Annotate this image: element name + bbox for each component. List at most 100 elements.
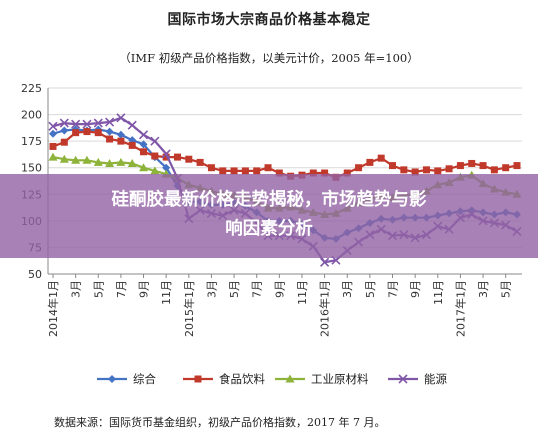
data-point: [230, 167, 238, 175]
x-tick-label: 3月: [205, 280, 218, 298]
x-tick-label: 2017年1月: [453, 280, 467, 337]
y-tick-label: 150: [21, 162, 42, 175]
data-point: [162, 153, 170, 161]
data-point: [196, 158, 204, 166]
legend-marker: [108, 375, 116, 383]
x-tick-label: 2015年1月: [182, 280, 196, 337]
legend-label: 食品饮料: [219, 372, 265, 386]
data-point: [150, 136, 160, 146]
banner-line-1: 硅酮胶最新价格走势揭秘，市场趋势与影: [111, 190, 427, 210]
data-point: [151, 152, 159, 160]
data-source-note: 数据来源：国际货币基金组织，初级产品价格指数，2017 年 7 月。: [54, 416, 386, 429]
data-point: [106, 135, 114, 143]
data-point: [173, 153, 181, 161]
data-point: [411, 168, 419, 176]
x-tick-label: 3月: [341, 280, 354, 298]
x-tick-label: 11月: [160, 280, 173, 305]
banner-line-2: 响因素分析: [225, 219, 313, 239]
data-point: [161, 149, 171, 159]
data-point: [241, 167, 249, 175]
data-point: [253, 167, 261, 175]
data-point: [321, 169, 329, 177]
y-tick-label: 225: [21, 82, 42, 95]
data-point: [60, 126, 69, 135]
legend-marker: [194, 375, 202, 383]
x-tick-label: 5月: [228, 280, 241, 298]
data-point: [275, 169, 283, 177]
x-tick-label: 11月: [432, 280, 445, 305]
data-point: [513, 162, 521, 170]
data-point: [94, 129, 102, 137]
legend-entry: 工业原材料: [275, 372, 369, 386]
data-point: [48, 121, 58, 131]
x-tick-label: 2016年1月: [318, 280, 332, 337]
chart-subtitle: （IMF 初级产品价格指数，以美元计价，2005 年=100）: [119, 51, 419, 65]
x-tick-label: 5月: [500, 280, 513, 298]
data-point: [207, 164, 215, 172]
data-point: [139, 140, 148, 149]
legend-marker: [285, 374, 295, 383]
data-point: [116, 157, 126, 166]
data-point: [59, 154, 69, 163]
data-point: [49, 142, 57, 150]
data-point: [138, 130, 149, 140]
data-point: [490, 166, 498, 174]
x-tick-label: 9月: [409, 280, 422, 298]
data-point: [502, 164, 510, 172]
legend-marker: [398, 374, 408, 384]
data-point: [71, 155, 81, 164]
data-point: [93, 157, 103, 166]
data-point: [105, 158, 115, 167]
data-point: [445, 165, 453, 173]
data-point: [400, 166, 408, 174]
legend-entry: 综合: [97, 372, 156, 386]
data-point: [139, 163, 149, 172]
legend-entry: 食品饮料: [183, 372, 265, 386]
data-point: [117, 137, 125, 145]
x-tick-label: 5月: [92, 280, 105, 298]
data-point: [48, 152, 58, 161]
data-point: [83, 128, 91, 136]
data-point: [355, 164, 363, 172]
data-point: [343, 169, 351, 177]
data-point: [82, 155, 92, 164]
x-tick-label: 2014年1月: [46, 280, 60, 337]
legend-label: 综合: [133, 372, 156, 386]
x-tick-label: 9月: [138, 280, 151, 298]
x-tick-label: 3月: [477, 280, 490, 298]
legend-entry: 能源: [388, 372, 447, 386]
data-point: [309, 169, 317, 177]
y-tick-label: 175: [21, 135, 42, 148]
data-point: [59, 118, 69, 128]
data-point: [116, 113, 126, 123]
data-point: [468, 159, 476, 167]
x-tick-label: 9月: [273, 280, 286, 298]
data-point: [456, 162, 464, 170]
data-point: [60, 138, 68, 146]
data-point: [105, 117, 115, 127]
data-point: [82, 119, 92, 129]
data-point: [366, 158, 374, 166]
data-point: [105, 127, 114, 136]
x-tick-label: 11月: [296, 280, 309, 305]
data-point: [320, 257, 330, 267]
data-point: [72, 129, 80, 137]
x-tick-label: 7月: [387, 280, 400, 298]
y-tick-label: 50: [28, 268, 42, 281]
chart-title: 国际市场大宗商品价格基本稳定: [167, 12, 371, 28]
data-point: [116, 130, 125, 139]
x-tick-label: 3月: [70, 280, 83, 298]
overlay-banner: [0, 174, 538, 258]
data-point: [434, 167, 442, 175]
data-point: [389, 162, 397, 170]
data-point: [71, 119, 81, 129]
data-point: [422, 166, 430, 174]
data-point: [219, 167, 227, 175]
data-point: [377, 154, 385, 162]
data-point: [127, 158, 137, 167]
legend-label: 工业原材料: [311, 372, 369, 386]
x-tick-label: 7月: [115, 280, 128, 298]
y-tick-label: 200: [21, 109, 42, 122]
data-point: [140, 148, 148, 156]
